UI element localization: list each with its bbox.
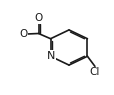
Text: N: N (46, 51, 54, 61)
Text: Cl: Cl (89, 67, 99, 77)
Text: O: O (19, 29, 28, 39)
Text: O: O (34, 13, 42, 23)
